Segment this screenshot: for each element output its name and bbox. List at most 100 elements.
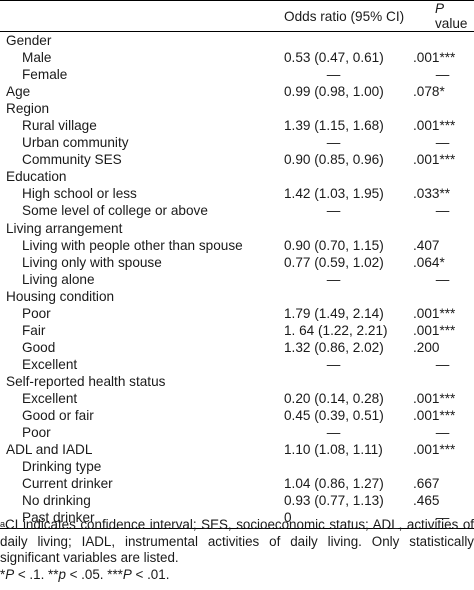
odds-ratio-cell: 1.32 (0.86, 2.02) xyxy=(284,339,384,355)
odds-ratio-table-container: Odds ratio (95% CI) P value Gender Male 0.… xyxy=(0,0,474,530)
header-p-value: P value xyxy=(411,0,474,32)
row-sublabel: Poor xyxy=(22,305,51,321)
p-value-cell: .001*** xyxy=(413,118,456,134)
row-sublabel: Past drinker xyxy=(0,509,282,530)
p-value-cell: .465 xyxy=(413,493,440,509)
header-p-letter: P xyxy=(435,1,445,16)
table-row: Age 0.99 (0.98, 1.00) .078* xyxy=(0,83,474,100)
table-row: Good or fair 0.45 (0.39, 0.51) .001*** xyxy=(0,407,474,424)
row-category-label: Education xyxy=(6,169,67,185)
p-value-cell xyxy=(411,458,474,475)
table-row: Good 1.32 (0.86, 2.02) .200 xyxy=(0,339,474,356)
odds-ratio-cell: 0.53 (0.47, 0.61) xyxy=(284,50,384,66)
p-value-cell xyxy=(411,100,474,117)
p-value-cell: .001*** xyxy=(413,442,456,458)
table-row: Community SES 0.90 (0.85, 0.96) .001*** xyxy=(0,151,474,168)
footnote-a: aCI indicates confidence interval; SES, … xyxy=(0,517,474,567)
odds-ratio-cell xyxy=(282,168,411,185)
table-row: Self-reported health status xyxy=(0,373,474,390)
table-row: Living alone — — xyxy=(0,271,474,288)
sig-threshold-1: < .1. xyxy=(14,566,49,582)
p-value-cell xyxy=(411,32,474,50)
row-sublabel: Urban community xyxy=(22,135,129,151)
sig-star-1: * xyxy=(0,566,6,582)
row-category-label: Housing condition xyxy=(6,288,115,304)
footnote-a-marker: a xyxy=(0,519,6,529)
odds-ratio-cell xyxy=(282,288,411,305)
odds-ratio-cell: — xyxy=(326,135,341,151)
table-body: Gender Male 0.53 (0.47, 0.61) .001*** Female… xyxy=(0,32,474,530)
p-value-cell xyxy=(411,288,474,305)
row-sublabel: High school or less xyxy=(22,186,137,202)
row-sublabel: Living alone xyxy=(22,271,95,287)
odds-ratio-cell: — xyxy=(326,271,341,287)
row-sublabel: Some level of college or above xyxy=(22,203,208,219)
row-category-label: Self-reported health status xyxy=(6,373,166,389)
odds-ratio-cell: 1.10 (1.08, 1.11) xyxy=(284,442,383,458)
row-sublabel: Living only with spouse xyxy=(22,254,162,270)
row-category-label: Gender xyxy=(6,33,52,49)
sig-level-3: ***P < .01. xyxy=(107,567,169,582)
odds-ratio-cell: — xyxy=(326,203,341,219)
sig-level-2: **p < .05. xyxy=(48,567,107,582)
significance-note: *P < .1. **p < .05. ***P < .01. xyxy=(0,567,474,584)
table-row: Education xyxy=(0,168,474,185)
p-value-cell: — xyxy=(435,135,450,151)
odds-ratio-cell: 0.93 (0.77, 1.13) xyxy=(284,493,384,509)
table-row: Urban community — — xyxy=(0,134,474,151)
sig-star-3: *** xyxy=(107,566,123,582)
row-sublabel: Fair xyxy=(22,322,46,338)
p-value-cell: — xyxy=(435,271,450,287)
odds-ratio-cell: 0.20 (0.14, 0.28) xyxy=(284,391,384,406)
odds-ratio-cell xyxy=(282,373,411,390)
row-sublabel: No drinking xyxy=(22,493,91,509)
table-row: Excellent 0.20 (0.14, 0.28) .001*** xyxy=(0,390,474,407)
odds-ratio-cell: 1.04 (0.86, 1.27) xyxy=(284,476,384,492)
p-value-cell: .200 xyxy=(413,339,440,355)
p-value-cell: .001*** xyxy=(413,50,456,66)
table-row: Poor — — xyxy=(0,424,474,441)
p-value-cell: .064* xyxy=(413,254,445,270)
row-category-label: ADL and IADL xyxy=(6,442,93,458)
row-category-label: Age xyxy=(6,84,31,100)
odds-ratio-cell: — xyxy=(326,67,341,83)
table-row: Past drinker 0— xyxy=(0,509,474,530)
p-value-cell: — xyxy=(435,67,450,83)
header-variable xyxy=(0,0,282,32)
odds-ratio-cell: 0.90 (0.70, 1.15) xyxy=(284,237,384,253)
odds-ratio-cell: — xyxy=(326,356,341,372)
row-sublabel: Community SES xyxy=(22,152,122,168)
table-row: Living arrangement xyxy=(0,220,474,237)
table-row: ADL and IADL 1.10 (1.08, 1.11) .001*** xyxy=(0,441,474,458)
p-value-cell: .407 xyxy=(413,237,440,253)
odds-ratio-cell: 1.39 (1.15, 1.68) xyxy=(284,118,384,134)
sig-letter-3: P xyxy=(122,566,132,582)
row-sublabel: Living with people other than spouse xyxy=(22,237,243,253)
odds-ratio-cell: 1.42 (1.03, 1.95) xyxy=(284,186,384,202)
sig-threshold-2: < .05. xyxy=(65,566,108,582)
row-sublabel: Good xyxy=(22,339,56,355)
p-value-cell xyxy=(411,220,474,237)
odds-ratio-cell: 0.77 (0.59, 1.02) xyxy=(284,254,384,270)
row-sublabel: Male xyxy=(22,50,52,66)
table-row: Fair 1. 64 (1.22, 2.21) .001*** xyxy=(0,322,474,339)
table-row: Some level of college or above — — xyxy=(0,202,474,219)
odds-ratio-cell: 0.90 (0.85, 0.96) xyxy=(284,152,384,168)
table-row: Rural village 1.39 (1.15, 1.68) .001*** xyxy=(0,117,474,134)
table-row: Current drinker 1.04 (0.86, 1.27) .667 xyxy=(0,475,474,492)
row-category-label: Living arrangement xyxy=(6,220,123,236)
sig-level-1: *P < .1. xyxy=(0,567,48,582)
p-value-cell: .078* xyxy=(413,84,445,100)
p-value-cell: .001*** xyxy=(413,322,456,338)
odds-ratio-cell xyxy=(282,100,411,117)
table-row: Gender xyxy=(0,32,474,50)
table-row: Region xyxy=(0,100,474,117)
row-sublabel: Drinking type xyxy=(22,459,102,475)
p-value-cell: — xyxy=(411,509,474,530)
table-row: High school or less 1.42 (1.03, 1.95) .033… xyxy=(0,185,474,202)
p-value-cell xyxy=(411,168,474,185)
table-row: Drinking type xyxy=(0,458,474,475)
table-row: No drinking 0.93 (0.77, 1.13) .465 xyxy=(0,492,474,509)
p-value-cell xyxy=(411,373,474,390)
table-row: Living with people other than spouse 0.90… xyxy=(0,237,474,254)
